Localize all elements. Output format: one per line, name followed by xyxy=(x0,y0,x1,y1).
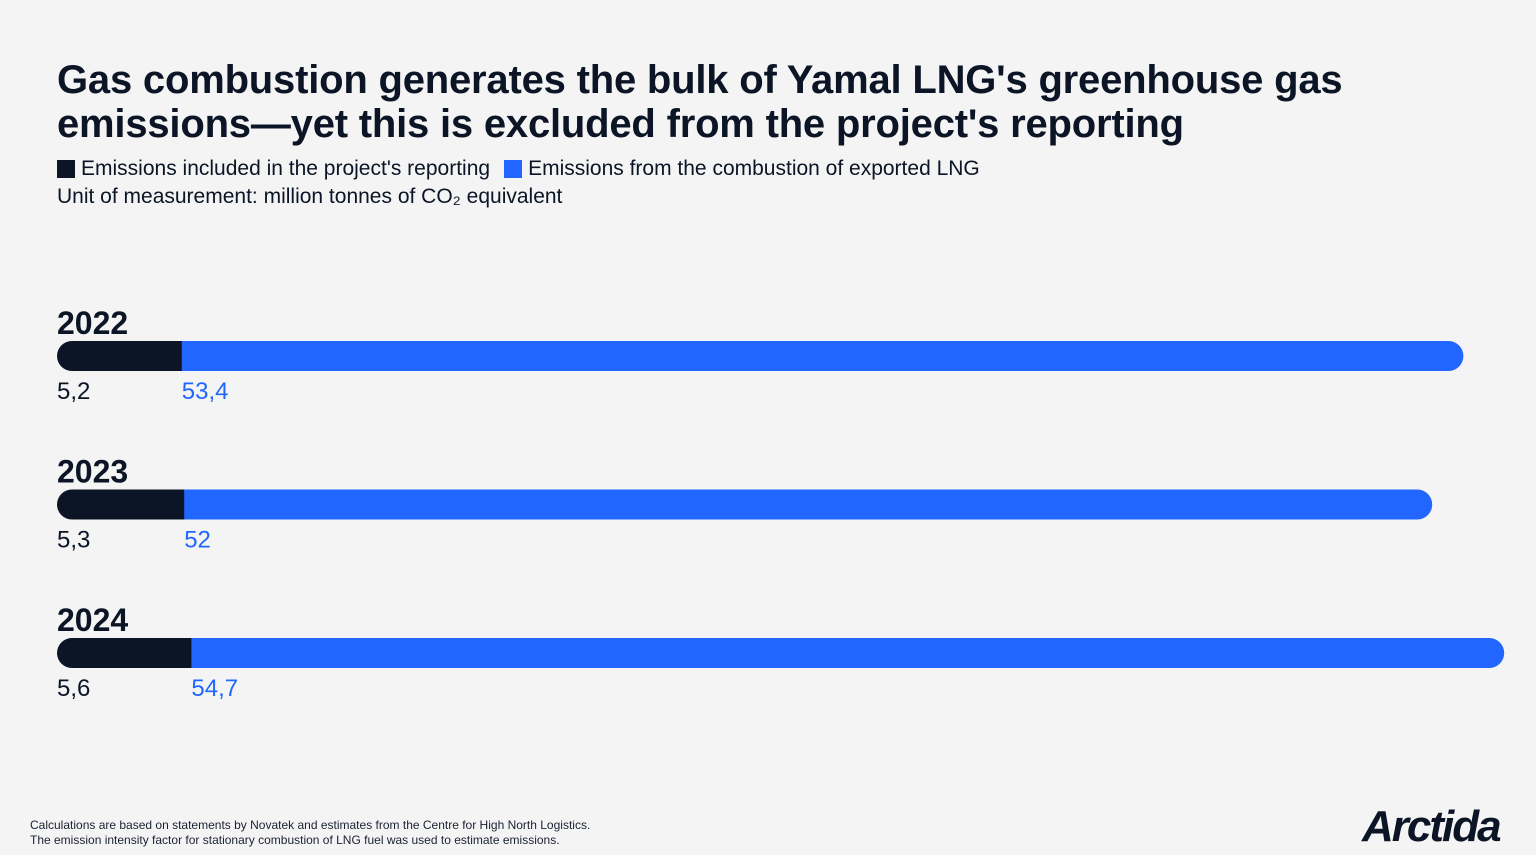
value-label-included-2023: 5,3 xyxy=(57,527,90,554)
legend-label-included: Emissions included in the project's repo… xyxy=(81,157,491,180)
chart-title: Gas combustion generates the bulk of Yam… xyxy=(57,58,1343,146)
year-label-2024: 2024 xyxy=(57,602,128,638)
legend-swatch-included xyxy=(57,160,75,178)
bar-combustion-2023 xyxy=(169,489,1433,520)
arctida-logo: Arctida xyxy=(1362,802,1502,851)
bar-included-2023 xyxy=(57,489,185,520)
value-label-combustion-2024: 54,7 xyxy=(191,675,238,702)
legend: Emissions included in the project's repo… xyxy=(57,157,994,181)
value-label-included-2022: 5,2 xyxy=(57,378,90,405)
legend-label-combustion: Emissions from the combustion of exporte… xyxy=(528,157,980,180)
legend-item-combustion: Emissions from the combustion of exporte… xyxy=(504,157,980,181)
year-label-2022: 2022 xyxy=(57,305,128,341)
bar-combustion-2022 xyxy=(166,341,1464,371)
legend-swatch-combustion xyxy=(504,160,523,178)
legend-item-included: Emissions included in the project's repo… xyxy=(57,157,490,181)
value-label-combustion-2022: 53,4 xyxy=(182,378,229,405)
year-label-2023: 2023 xyxy=(57,454,128,490)
unit-label: Unit of measurement: million tonnes of C… xyxy=(57,185,563,208)
footnote-line-1: Calculations are based on statements by … xyxy=(30,818,591,832)
bar-included-2022 xyxy=(57,341,182,371)
bar-combustion-2024 xyxy=(176,638,1505,668)
bar-included-2024 xyxy=(57,638,192,668)
value-label-included-2024: 5,6 xyxy=(57,675,90,702)
footnote: Calculations are based on statements by … xyxy=(30,818,590,848)
footnote-line-2: The emission intensity factor for statio… xyxy=(30,833,560,847)
value-label-combustion-2023: 52 xyxy=(184,527,211,554)
